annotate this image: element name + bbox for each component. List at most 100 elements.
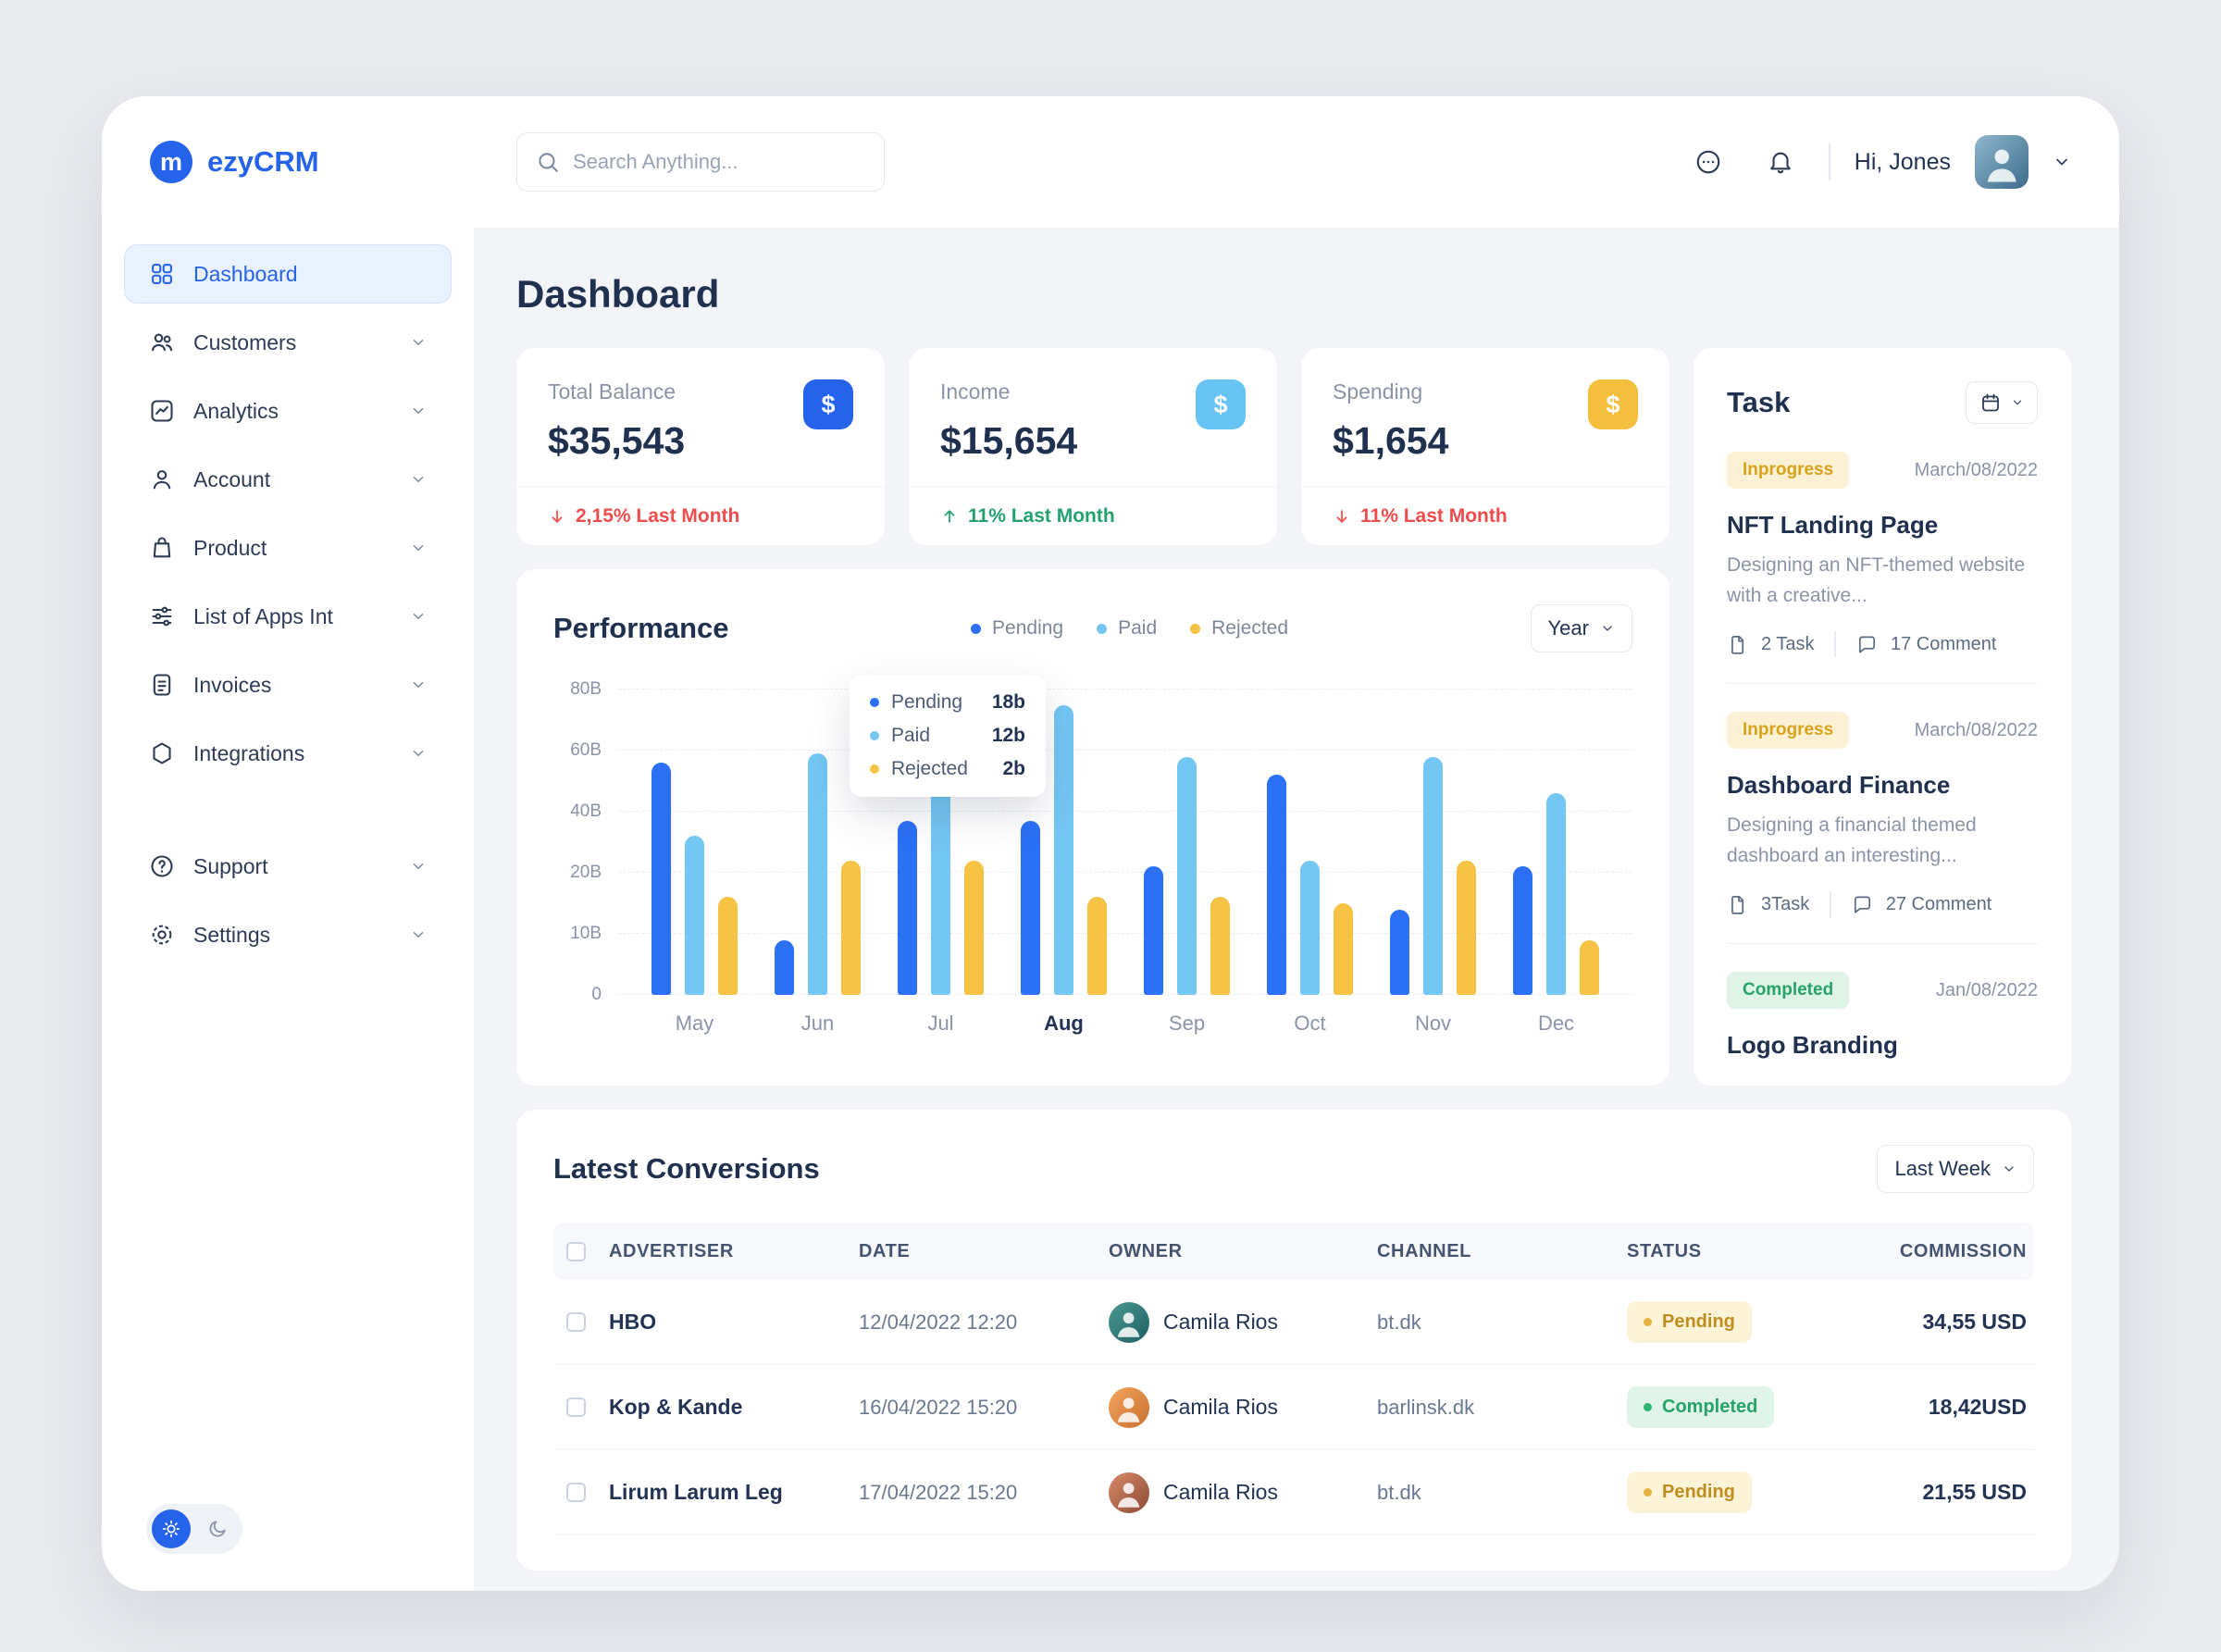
chevron-down-icon[interactable]: [2053, 153, 2071, 171]
tooltip-row-paid: Paid 12b: [870, 725, 1025, 747]
bar-rejected-oct[interactable]: [1334, 903, 1353, 995]
stat-value: $1,654: [1333, 419, 1449, 462]
search-input[interactable]: [573, 150, 865, 174]
bar-paid-jul[interactable]: [931, 756, 950, 995]
owner-name: Camila Rios: [1163, 1310, 1278, 1335]
bar-pending-dec[interactable]: [1513, 866, 1532, 995]
stat-label: Total Balance: [548, 379, 676, 404]
bar-group-aug[interactable]: [1021, 689, 1107, 995]
dark-mode-button[interactable]: [198, 1509, 237, 1548]
sidebar-item-integrations[interactable]: Integrations: [124, 724, 452, 783]
sidebar-item-product[interactable]: Product: [124, 518, 452, 578]
bar-paid-oct[interactable]: [1300, 860, 1320, 995]
period-value: Year: [1547, 616, 1589, 640]
performance-card: Performance Pending Paid: [516, 569, 1669, 1087]
chevron-down-icon: [410, 858, 427, 875]
y-tick: 20B: [570, 863, 602, 882]
row-checkbox[interactable]: [566, 1312, 586, 1333]
sidebar-item-list-of-apps[interactable]: List of Apps Int: [124, 587, 452, 646]
y-tick: 0: [591, 985, 602, 1004]
task-title: NFT Landing Page: [1727, 511, 1939, 539]
period-value: Last Week: [1894, 1157, 1991, 1181]
conversions-period-select[interactable]: Last Week: [1877, 1145, 2034, 1194]
user-avatar[interactable]: [1975, 135, 2029, 189]
bar-group-oct[interactable]: [1267, 689, 1353, 995]
date-cell: 17/04/2022 15:20: [859, 1480, 1018, 1504]
bar-pending-aug[interactable]: [1021, 820, 1040, 995]
task-date: Jan/08/2022: [1935, 979, 2038, 1000]
messages-button[interactable]: [1684, 138, 1732, 186]
sidebar-item-dashboard[interactable]: Dashboard: [124, 244, 452, 304]
bar-pending-sep[interactable]: [1144, 866, 1163, 995]
bar-rejected-jul[interactable]: [964, 860, 984, 995]
comment-count: 27 Comment: [1885, 893, 1992, 914]
topbar: Hi, Jones: [474, 96, 2119, 228]
sidebar-item-label: Account: [193, 466, 271, 491]
status-dot: [1644, 1318, 1652, 1327]
bar-rejected-sep[interactable]: [1210, 897, 1230, 995]
status-badge: Pending: [1627, 1301, 1752, 1344]
task-item[interactable]: Completed Jan/08/2022 Logo Branding: [1727, 972, 2038, 1060]
period-select[interactable]: Year: [1530, 604, 1632, 652]
app-window: m ezyCRM Dashboard Customers Analytics: [102, 96, 2119, 1591]
row-checkbox[interactable]: [566, 1397, 586, 1418]
sidebar-item-account[interactable]: Account: [124, 450, 452, 509]
avatar-silhouette-icon: [1112, 1306, 1145, 1338]
bar-rejected-jun[interactable]: [841, 860, 861, 995]
main-area: Hi, Jones Dashboard: [474, 96, 2119, 1591]
bar-rejected-nov[interactable]: [1457, 860, 1476, 995]
bar-pending-jul[interactable]: [898, 820, 917, 995]
avatar-silhouette-icon: [1112, 1391, 1145, 1423]
table-row[interactable]: Lirum Larum Leg 17/04/2022 15:20 Camila …: [553, 1450, 2034, 1536]
commission-cell: 18,42USD: [1928, 1395, 2027, 1420]
chevron-down-icon: [410, 608, 427, 625]
bar-paid-aug[interactable]: [1054, 704, 1073, 995]
bar-paid-may[interactable]: [685, 836, 704, 995]
table-row[interactable]: Kop & Kande 16/04/2022 15:20 Camila Rios…: [553, 1365, 2034, 1451]
select-all-checkbox[interactable]: [566, 1241, 586, 1261]
chart-legend: Pending Paid Rejected: [971, 617, 1288, 640]
sidebar-item-support[interactable]: Support: [124, 837, 452, 896]
date-cell: 12/04/2022 12:20: [859, 1310, 1018, 1334]
bar-pending-oct[interactable]: [1267, 775, 1286, 995]
comment-icon: [1852, 894, 1873, 915]
bar-paid-jun[interactable]: [808, 753, 827, 995]
bar-pending-jun[interactable]: [775, 939, 794, 995]
chat-icon: [1694, 148, 1722, 176]
task-item[interactable]: Inprogress March/08/2022 NFT Landing Pag…: [1727, 452, 2038, 658]
status-dot: [1644, 1488, 1652, 1497]
light-mode-button[interactable]: [152, 1509, 191, 1548]
bar-group-sep[interactable]: [1144, 689, 1230, 995]
meta-divider: [1830, 891, 1831, 918]
bar-rejected-may[interactable]: [718, 897, 738, 995]
dollar-icon: $: [1196, 379, 1246, 429]
task-calendar-button[interactable]: [1966, 381, 2038, 424]
sidebar-item-label: Invoices: [193, 672, 272, 697]
bar-pending-nov[interactable]: [1390, 909, 1409, 995]
row-checkbox[interactable]: [566, 1483, 586, 1503]
sidebar-item-customers[interactable]: Customers: [124, 313, 452, 372]
notifications-button[interactable]: [1756, 138, 1805, 186]
sidebar-item-analytics[interactable]: Analytics: [124, 381, 452, 441]
sidebar-item-label: Settings: [193, 922, 271, 947]
bar-group-jul[interactable]: [898, 689, 984, 995]
sidebar-item-invoices[interactable]: Invoices: [124, 655, 452, 714]
status-dot: [1644, 1403, 1652, 1412]
bar-paid-dec[interactable]: [1546, 793, 1566, 995]
bar-group-jun[interactable]: [775, 689, 861, 995]
bar-paid-nov[interactable]: [1423, 756, 1443, 995]
bar-rejected-aug[interactable]: [1087, 897, 1107, 995]
bar-group-may[interactable]: [651, 689, 738, 995]
bar-rejected-dec[interactable]: [1580, 939, 1599, 995]
bar-pending-may[interactable]: [651, 763, 671, 995]
table-row[interactable]: HBO 12/04/2022 12:20 Camila Rios bt.dk P…: [553, 1280, 2034, 1366]
stat-change: 2,15% Last Month: [576, 505, 740, 527]
x-label-aug: Aug: [1044, 1012, 1084, 1035]
bar-group-nov[interactable]: [1390, 689, 1476, 995]
bar-group-dec[interactable]: [1513, 689, 1599, 995]
task-item[interactable]: Inprogress March/08/2022 Dashboard Finan…: [1727, 712, 2038, 918]
bar-paid-sep[interactable]: [1177, 756, 1197, 995]
meta-divider: [1834, 631, 1836, 658]
person-icon: [149, 466, 175, 492]
sidebar-item-settings[interactable]: Settings: [124, 905, 452, 964]
